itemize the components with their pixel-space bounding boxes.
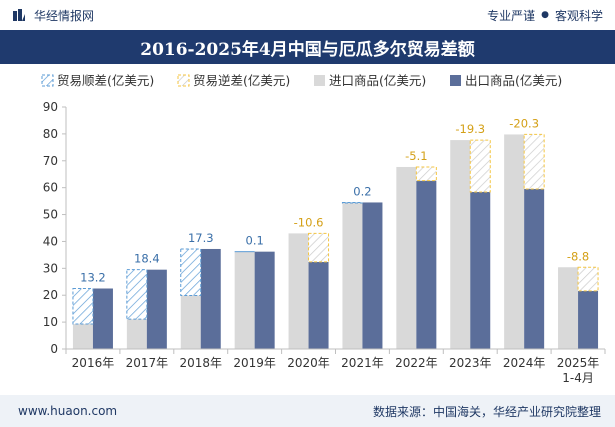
category-group: -5.1 [396, 149, 437, 349]
category-group: -20.3 [504, 116, 545, 349]
y-tick-label: 20 [43, 288, 58, 302]
y-tick-label: 0 [50, 342, 58, 356]
x-tick-label: 2019年 [233, 356, 276, 370]
deficit-bar [577, 266, 599, 292]
bar-chart: 贸易顺差(亿美元) 贸易逆差(亿美元) 进口商品(亿美元) 出口商品(亿美元) 0 10… [41, 73, 606, 385]
x-tick-label: 2016年 [72, 356, 115, 370]
legend-swatch-deficit [177, 74, 190, 87]
surplus-bar [341, 201, 363, 204]
slogan-separator: ● [541, 10, 549, 20]
deficit-label: -8.8 [567, 249, 589, 263]
data-source: 数据来源：中国海关，华经产业研究院整理 [372, 404, 601, 419]
import-bar [450, 140, 471, 349]
x-tick-label: 2022年 [395, 356, 438, 370]
legend-swatch-surplus [41, 74, 54, 87]
x-tick-label: 2017年 [126, 356, 169, 370]
export-bar [92, 288, 113, 349]
surplus-bar [234, 251, 255, 253]
export-bar [416, 180, 437, 349]
import-bar [342, 202, 363, 349]
surplus-label: 0.1 [246, 234, 264, 248]
export-bar [470, 191, 491, 349]
export-bar [146, 269, 167, 349]
import-bar [396, 166, 417, 349]
surplus-label: 18.4 [134, 252, 160, 266]
deficit-label: -20.3 [509, 116, 539, 130]
category-group: -10.6 [288, 215, 330, 349]
legend-item-surplus: 贸易顺差(亿美元) [41, 73, 154, 88]
export-bar [362, 202, 383, 349]
y-tick-label: 40 [43, 234, 58, 248]
legend-item-import: 进口商品(亿美元) [314, 73, 426, 88]
deficit-bar [308, 232, 330, 263]
category-group: -19.3 [450, 122, 491, 349]
brand: 华经情报网 [0, 7, 94, 24]
surplus-bar [126, 269, 148, 320]
category-group: 13.2 [72, 271, 113, 349]
bars: 13.2 18.4 17.3 0.1 -10.6 0.2 -5.1 -19.3 -20.3 -8.… [72, 116, 599, 349]
deficit-label: -19.3 [455, 122, 485, 136]
legend-label-export: 出口商品(亿美元) [465, 73, 562, 88]
import-bar [558, 267, 579, 349]
x-tick-label: 2020年 [287, 356, 330, 370]
legend-label-deficit: 贸易逆差(亿美元) [193, 73, 290, 88]
x-tick-label: 2025年 1-4月 [557, 356, 600, 385]
top-bar: 华经情报网 专业严谨 ● 客观科学 [0, 0, 615, 30]
slogan-left: 专业严谨 [487, 8, 536, 23]
surplus-bar [72, 288, 94, 325]
y-tick-label: 60 [43, 181, 58, 195]
surplus-label: 0.2 [353, 184, 371, 198]
legend-item-export: 出口商品(亿美元) [450, 73, 562, 88]
footer-url: www.huaon.com [18, 404, 118, 418]
deficit-label: -10.6 [294, 215, 324, 229]
y-tick-label: 10 [43, 315, 58, 329]
import-bar [234, 251, 255, 349]
x-tick-label: 2023年 [449, 356, 492, 370]
chart-title: 2016-2025年4月中国与厄瓜多尔贸易差额 [0, 30, 615, 64]
legend-label-surplus: 贸易顺差(亿美元) [57, 73, 154, 88]
footer: www.huaon.com 数据来源：中国海关，华经产业研究院整理 [0, 395, 615, 427]
y-tick-label: 70 [43, 154, 58, 168]
category-group: -8.8 [558, 249, 599, 349]
surplus-label: 17.3 [188, 231, 214, 245]
x-tick-label: 2018年 [179, 356, 222, 370]
x-tick-label: 2021年 [341, 356, 384, 370]
legend: 贸易顺差(亿美元) 贸易逆差(亿美元) 进口商品(亿美元) 出口商品(亿美元) [41, 73, 562, 88]
legend-swatch-export [450, 75, 461, 86]
x-axis: 2016年 2017年 2018年 2019年 2020年 2021年 2022年 2023年… [65, 348, 606, 385]
deficit-label: -5.1 [405, 149, 427, 163]
slogan-right: 客观科学 [554, 8, 603, 23]
category-group: 0.2 [341, 184, 383, 349]
legend-item-deficit: 贸易逆差(亿美元) [177, 73, 290, 88]
export-bar [254, 251, 275, 349]
surplus-label: 13.2 [80, 271, 106, 285]
export-bar [578, 290, 599, 349]
export-bar [200, 248, 221, 349]
category-group: 17.3 [180, 231, 221, 349]
export-bar [524, 189, 545, 349]
category-group: 0.1 [234, 234, 275, 349]
legend-label-import: 进口商品(亿美元) [329, 73, 426, 88]
deficit-bar [469, 139, 491, 193]
legend-swatch-import [314, 75, 325, 86]
y-axis: 0 10 20 30 40 50 60 70 80 90 [43, 100, 67, 356]
export-bar [308, 261, 329, 349]
category-group: 18.4 [126, 252, 167, 349]
x-tick-label: 2024年 [503, 356, 546, 370]
brand-logo-icon [13, 9, 25, 21]
import-bar [288, 233, 309, 349]
surplus-bar [180, 248, 202, 296]
y-tick-label: 80 [43, 127, 58, 141]
y-tick-label: 90 [43, 100, 58, 114]
import-bar [504, 134, 525, 349]
y-tick-label: 30 [43, 261, 58, 275]
brand-name: 华经情报网 [34, 8, 95, 23]
slogan: 专业严谨 ● 客观科学 [487, 7, 615, 24]
import-bar [72, 323, 93, 349]
import-bar [180, 295, 201, 349]
deficit-bar [415, 166, 437, 182]
y-tick-label: 50 [43, 208, 58, 222]
import-bar [126, 319, 147, 349]
deficit-bar [523, 133, 545, 190]
